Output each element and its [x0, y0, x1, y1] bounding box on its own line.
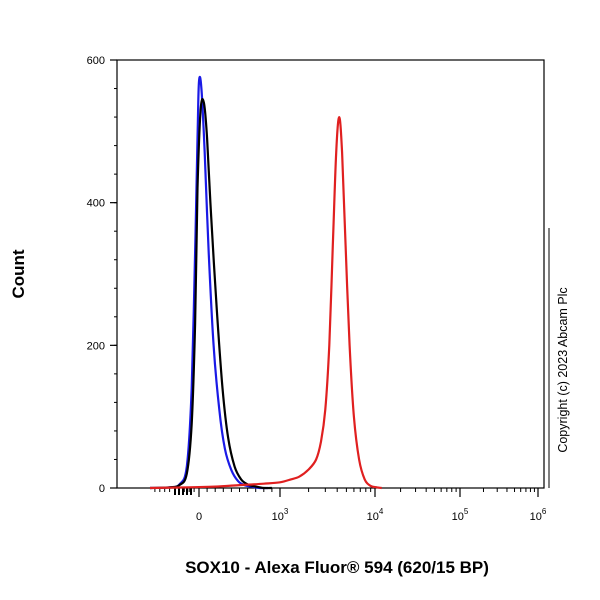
x-tick-label: 0 [196, 511, 202, 523]
y-tick-label: 200 [87, 340, 105, 352]
x-tick-label: 104 [367, 507, 384, 523]
y-tick-label: 0 [99, 483, 105, 495]
y-axis-label: Count [9, 249, 28, 298]
x-tick-label: 106 [530, 507, 547, 523]
y-tick-label: 600 [87, 55, 105, 67]
series-group [149, 75, 382, 490]
y-axis: 0 200 400 600 [87, 55, 117, 495]
copyright-text: Copyright (c) 2023 Abcam Plc [556, 287, 570, 452]
series-line-2 [149, 98, 272, 490]
y-tick-label: 400 [87, 198, 105, 210]
series-line-3 [149, 116, 382, 490]
series-line-1 [149, 75, 268, 490]
x-tick-label: 103 [272, 507, 289, 523]
x-tick-label: 105 [452, 507, 469, 523]
x-axis-label: SOX10 - Alexa Fluor® 594 (620/15 BP) [185, 558, 489, 577]
x-axis: 0 103 104 105 106 [154, 488, 547, 523]
plot-frame [116, 59, 545, 489]
